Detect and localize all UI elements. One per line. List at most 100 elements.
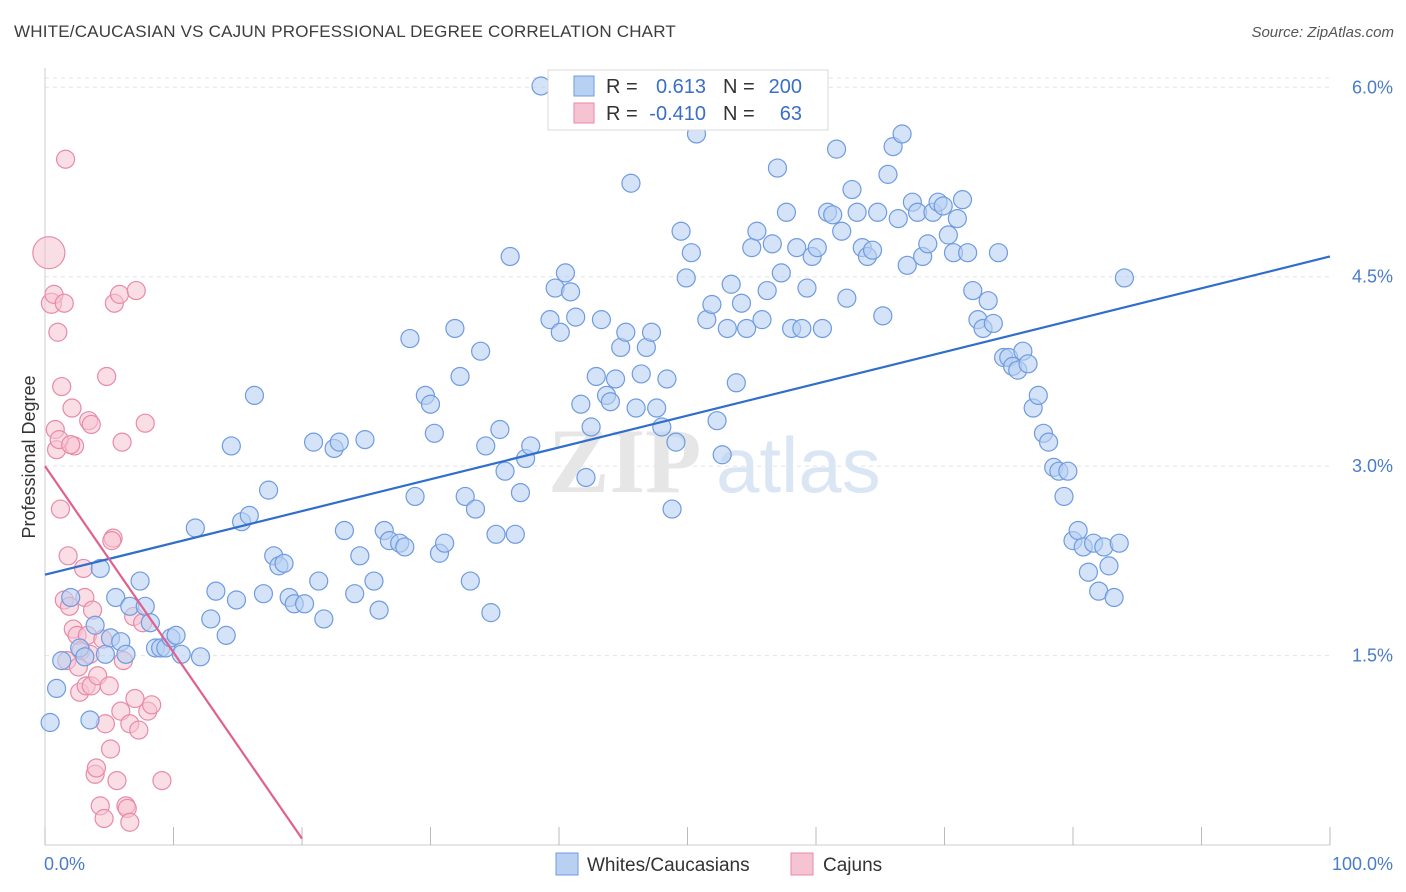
legend-pink-r-label: R =: [606, 103, 638, 125]
point-whites: [85, 615, 105, 635]
bottom-legend-whites: Whites/Caucasians: [587, 855, 750, 876]
legend-box: [547, 69, 829, 131]
point-whites: [52, 651, 72, 671]
point-cajuns: [107, 770, 127, 791]
point-whites: [892, 124, 912, 144]
y-axis-title: Professional Degree: [19, 375, 39, 538]
point-whites: [731, 293, 752, 313]
point-whites: [329, 432, 349, 452]
legend-blue-r-value: 0.613: [656, 76, 706, 98]
point-whites: [1018, 354, 1038, 374]
point-whites: [465, 499, 486, 519]
point-whites: [662, 499, 682, 519]
point-cajuns: [81, 414, 101, 435]
point-whites: [737, 318, 757, 339]
point-cajuns: [62, 398, 82, 418]
point-whites: [776, 202, 797, 222]
point-whites: [571, 394, 591, 414]
point-whites: [666, 432, 686, 452]
point-whites: [963, 280, 983, 301]
x-tick-label: 100.0%: [1332, 854, 1393, 874]
point-whites: [918, 234, 938, 254]
point-cajuns: [99, 676, 119, 696]
point-whites: [190, 647, 211, 667]
point-whites: [812, 318, 833, 339]
point-whites: [550, 322, 570, 342]
legend-blue-n-label: N =: [723, 76, 755, 98]
point-cajuns: [109, 284, 130, 304]
point-whites: [717, 318, 737, 339]
point-whites: [868, 202, 888, 222]
point-whites: [757, 280, 777, 301]
point-cajuns: [32, 236, 66, 270]
point-whites: [424, 423, 444, 443]
point-whites: [314, 609, 334, 629]
point-whites: [581, 417, 601, 437]
point-whites: [1054, 486, 1074, 507]
legend-pink-n-value: 63: [780, 103, 802, 125]
point-whites: [747, 221, 767, 241]
point-whites: [676, 268, 696, 288]
point-whites: [873, 306, 893, 326]
point-whites: [641, 322, 662, 342]
point-whites: [978, 291, 998, 311]
point-whites: [712, 445, 732, 465]
point-whites: [878, 164, 898, 184]
point-whites: [445, 318, 465, 339]
y-tick-label: 1.5%: [1352, 646, 1393, 666]
point-cajuns: [97, 366, 117, 387]
point-whites: [1038, 432, 1059, 452]
point-cajuns: [55, 149, 76, 169]
point-whites: [95, 644, 115, 664]
point-whites: [221, 436, 241, 456]
bottom-legend-cajuns: Cajuns: [823, 855, 882, 876]
point-whites: [1068, 520, 1088, 541]
point-whites: [1109, 533, 1129, 553]
point-cajuns: [73, 558, 94, 579]
y-tick-label: 4.5%: [1352, 267, 1393, 287]
point-whites: [752, 310, 772, 330]
point-whites: [621, 173, 641, 193]
point-whites: [647, 398, 667, 418]
point-whites: [832, 221, 852, 241]
point-whites: [166, 625, 186, 645]
watermark-atlas: atlas: [716, 421, 881, 509]
point-whites: [837, 288, 857, 308]
point-whites: [486, 524, 506, 544]
point-whites: [847, 202, 867, 222]
point-whites: [471, 341, 491, 361]
legend-swatch-blue: [573, 75, 595, 97]
y-tick-label: 6.0%: [1352, 77, 1393, 97]
point-whites: [657, 369, 677, 389]
point-whites: [771, 263, 791, 283]
point-whites: [350, 546, 370, 566]
point-whites: [185, 518, 205, 538]
point-whites: [605, 369, 626, 389]
point-cajuns: [52, 376, 72, 397]
point-cajuns: [125, 688, 145, 709]
point-cajuns: [54, 293, 74, 313]
trend-lines: [44, 255, 1331, 840]
point-whites: [395, 537, 415, 557]
point-whites: [116, 644, 136, 664]
point-whites: [952, 190, 973, 210]
point-cajuns: [86, 758, 107, 778]
point-cajuns: [61, 435, 81, 455]
point-whites: [888, 209, 908, 229]
point-cajuns: [126, 280, 146, 301]
point-cajuns: [102, 531, 122, 551]
point-whites: [555, 263, 576, 283]
point-whites: [435, 533, 455, 553]
point-whites: [576, 467, 596, 488]
point-whites: [616, 322, 636, 342]
point-whites: [355, 430, 375, 450]
point-whites: [206, 581, 226, 601]
bottom-legend-swatch-cajuns: [790, 852, 814, 876]
point-cajuns: [129, 720, 149, 740]
point-whites: [1099, 556, 1119, 576]
point-whites: [90, 558, 110, 579]
point-cajuns: [94, 808, 114, 829]
point-whites: [334, 520, 355, 541]
legend-blue-n-value: 200: [769, 76, 802, 98]
